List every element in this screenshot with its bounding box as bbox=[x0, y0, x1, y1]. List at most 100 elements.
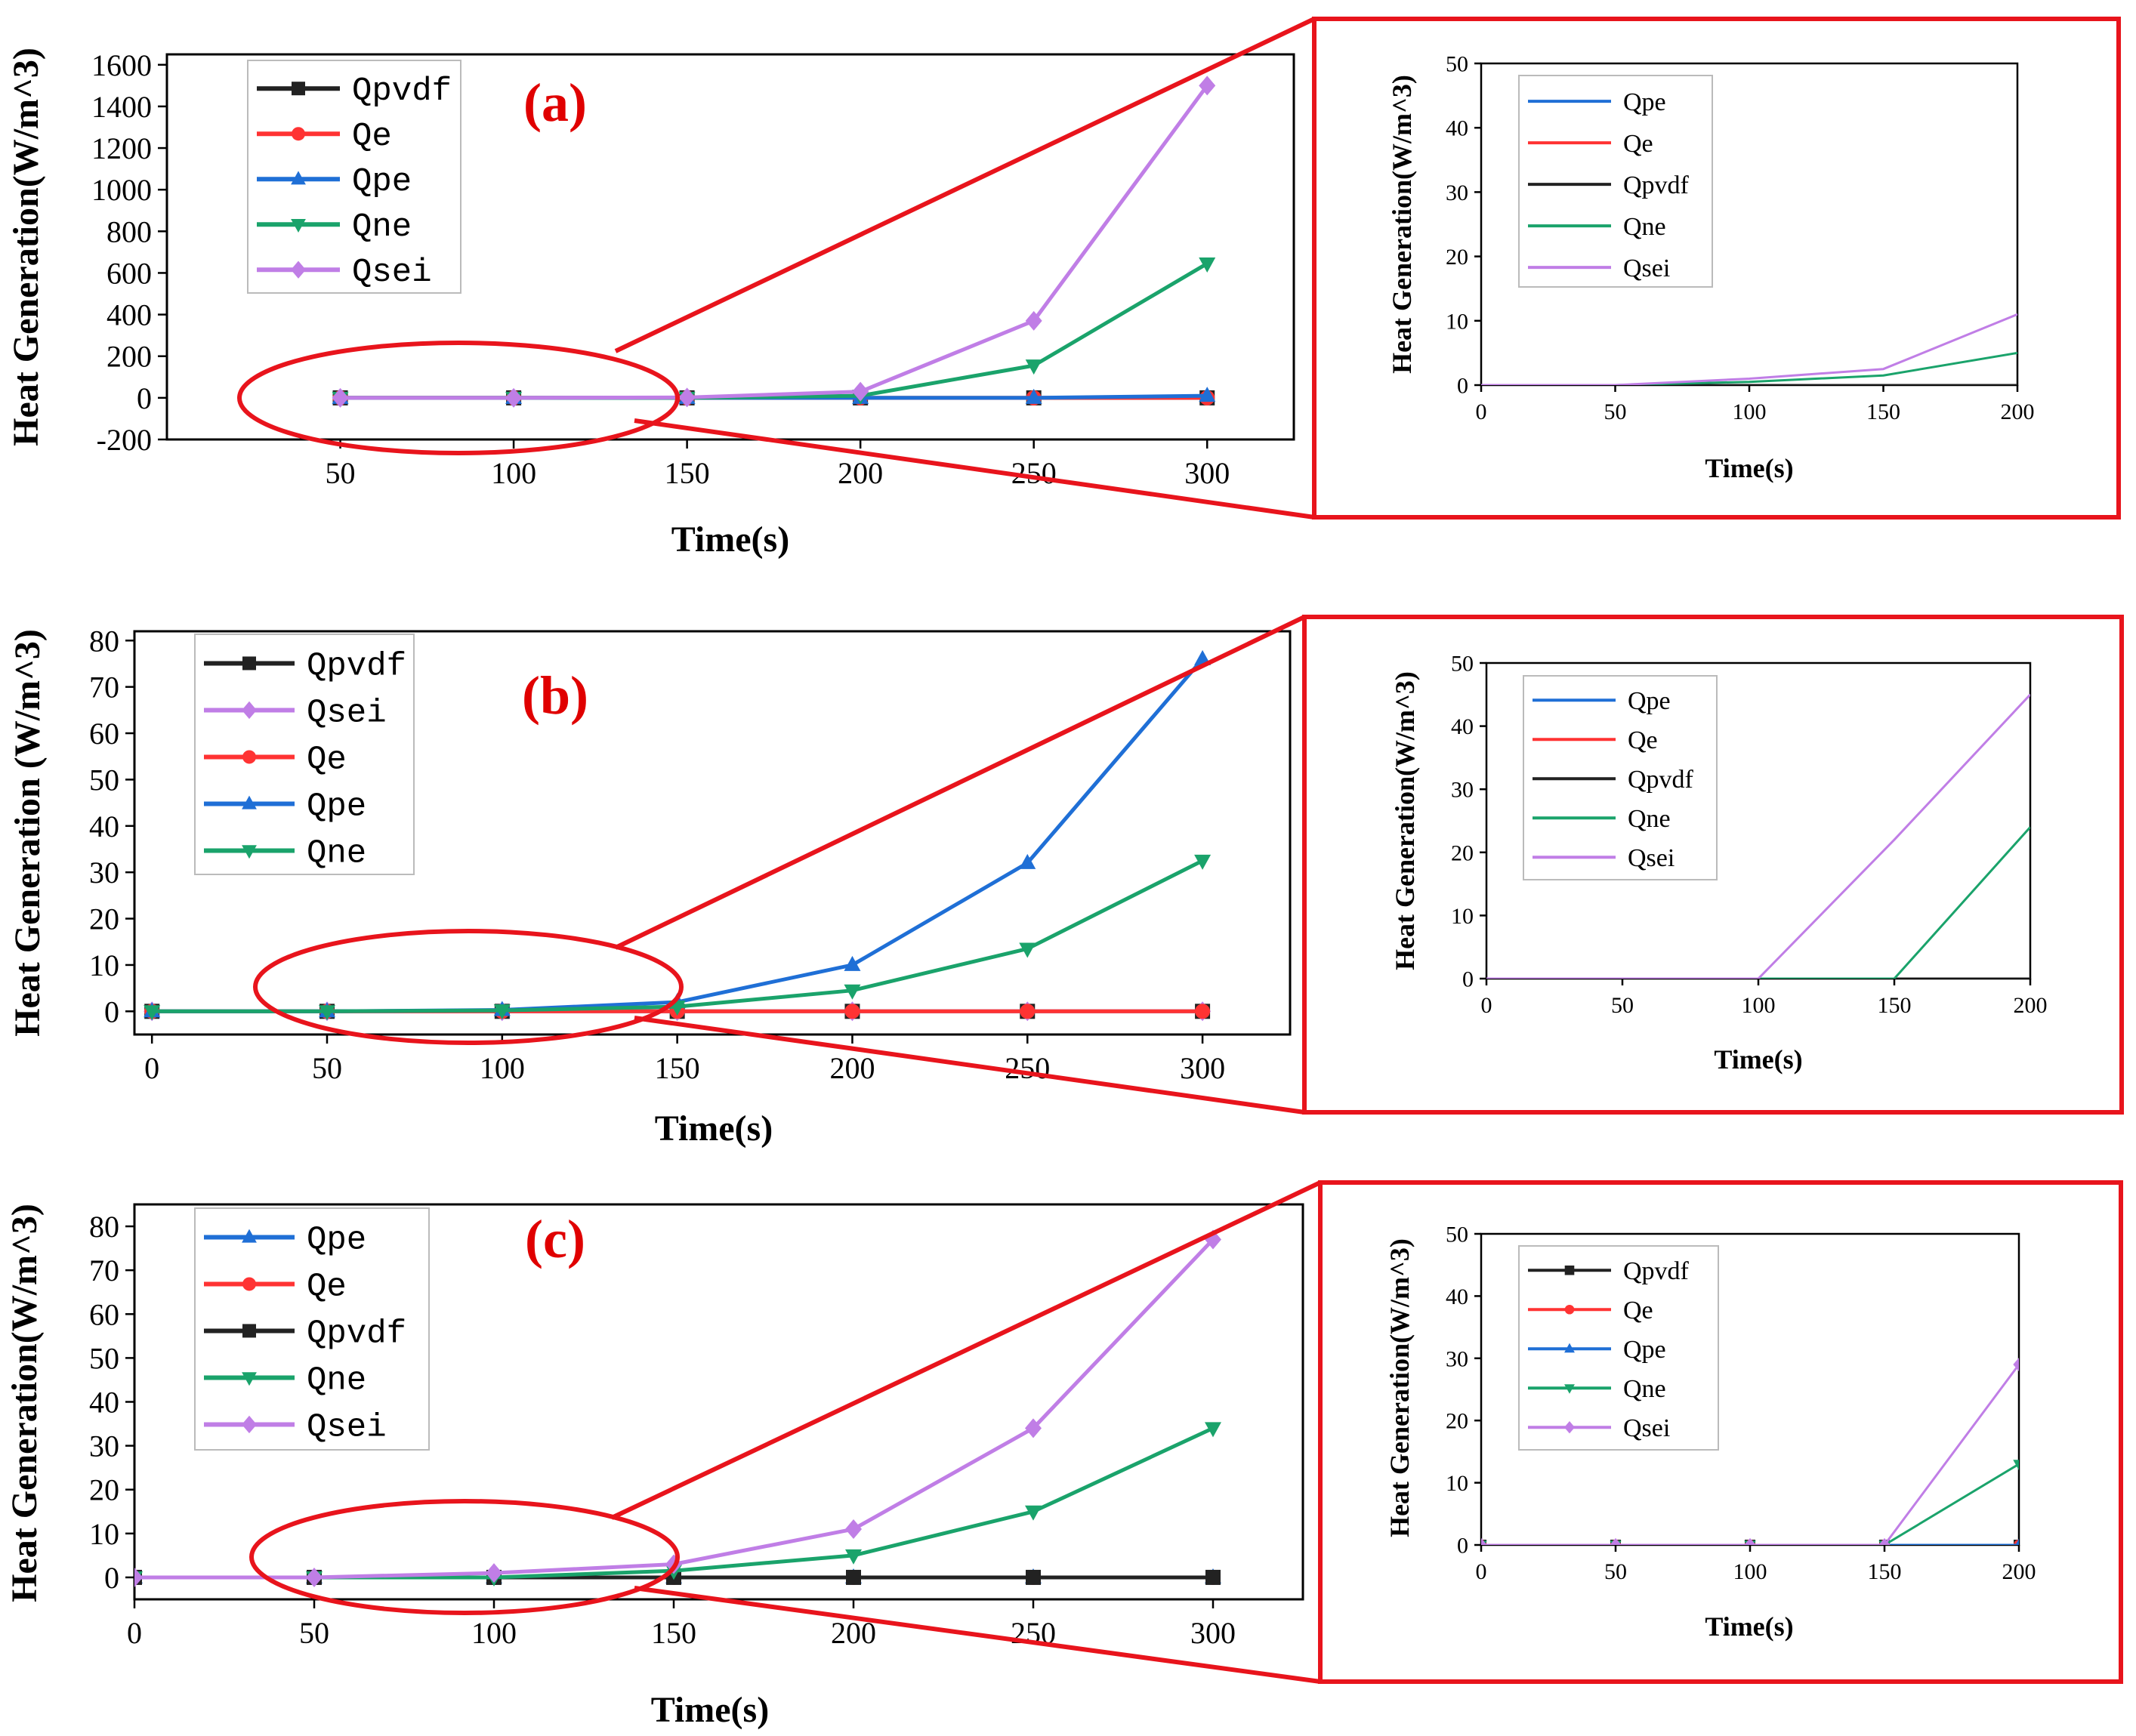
panel-a-point-qne bbox=[1025, 359, 1042, 375]
panel-b-inset-x-axis-title: Time(s) bbox=[1714, 1044, 1802, 1075]
panel-a-point-qne bbox=[1199, 257, 1216, 273]
panel-c-legend-label-qe: Qe bbox=[307, 1268, 347, 1306]
panel-b-plot-frame bbox=[133, 630, 1292, 1036]
panel-a-y-tick-label: 1200 bbox=[91, 131, 152, 165]
panel-b-legend-label-qpvdf: Qpvdf bbox=[307, 647, 406, 685]
panel-a-point-qsei bbox=[1025, 310, 1042, 331]
panel-a-legend-marker-qe bbox=[292, 127, 305, 141]
panel-b-inset-x-tick-label: 0 bbox=[1481, 993, 1492, 1018]
panel-b-inset-legend-label-qsei: Qsei bbox=[1628, 844, 1675, 872]
panel-a-legend-marker-qpvdf bbox=[292, 82, 305, 96]
panel-b-inset-x-tick-label: 200 bbox=[2014, 993, 2048, 1018]
panel-c-x-axis-title: Time(s) bbox=[651, 1690, 769, 1730]
panel-b-inset-series-line-qne bbox=[1486, 826, 2030, 979]
panel-c-zoom-ellipse bbox=[249, 1499, 680, 1615]
panel-b-inset-legend-label-qpvdf: Qpvdf bbox=[1628, 766, 1694, 794]
panel-b-legend-marker-qpe bbox=[242, 795, 257, 809]
panel-a-inset-x-tick-label: 200 bbox=[2001, 399, 2035, 424]
panel-b-legend-marker-qe bbox=[242, 750, 256, 764]
panel-b-y-tick-label: 10 bbox=[89, 948, 119, 982]
panel-a-inset-x-tick-label: 100 bbox=[1733, 399, 1767, 424]
panel-c-inset-legend-marker-qpvdf bbox=[1564, 1265, 1575, 1275]
panel-c-inset-legend-marker-qne bbox=[1564, 1384, 1575, 1394]
panel-a-y-tick-label: 200 bbox=[106, 340, 152, 374]
panel-a-inset-y-tick-label: 20 bbox=[1446, 245, 1468, 270]
panel-a-inset-legend bbox=[1518, 75, 1713, 288]
panel-a-y-tick-label: 1000 bbox=[91, 173, 152, 207]
panel-b-inset-y-tick-label: 10 bbox=[1451, 904, 1474, 929]
panel-c-inset-point-qpe bbox=[2015, 1538, 2019, 1545]
panel-b-legend-marker-qsei bbox=[242, 701, 257, 720]
panel-c-inset-x-tick-label: 100 bbox=[1733, 1559, 1767, 1584]
panel-b-point-qne bbox=[844, 984, 861, 1000]
panel-b-inset-x-tick-label: 150 bbox=[1878, 993, 1912, 1018]
panel-a-inset-x-tick-label: 150 bbox=[1866, 399, 1900, 424]
panel-b-y-tick-label: 30 bbox=[89, 856, 119, 890]
panel-c-legend-label-qpe: Qpe bbox=[307, 1221, 366, 1259]
panel-c-legend-marker-qne bbox=[242, 1372, 257, 1386]
panel-a-y-tick-label: 800 bbox=[106, 214, 152, 248]
panel-a-x-axis-title: Time(s) bbox=[671, 520, 789, 560]
panel-b-point-qne bbox=[144, 1005, 161, 1021]
panel-a-inset-y-tick-label: 10 bbox=[1446, 309, 1468, 334]
panel-c-y-tick-label: 10 bbox=[89, 1517, 119, 1551]
panel-c-x-tick-label: 300 bbox=[1190, 1616, 1236, 1650]
panel-a-inset-y-tick-label: 40 bbox=[1446, 116, 1468, 141]
panel-b-inset-y-tick-label: 0 bbox=[1462, 967, 1474, 992]
panel-c-inset-y-tick-label: 30 bbox=[1446, 1346, 1468, 1371]
panel-b-x-tick-label: 300 bbox=[1180, 1051, 1225, 1085]
panel-c-y-tick-label: 20 bbox=[89, 1473, 119, 1507]
panel-b-point-qe bbox=[844, 1004, 860, 1019]
panel-a-zoom-ellipse bbox=[237, 341, 680, 455]
panel-a-inset-series-line-qne bbox=[1481, 351, 2017, 385]
panel-b-point-qne bbox=[319, 1005, 335, 1021]
panel-c-inset-legend-label-qpe: Qpe bbox=[1623, 1336, 1666, 1364]
panel-b-y-tick-label: 60 bbox=[89, 717, 119, 751]
panel-b-label: (b) bbox=[522, 665, 588, 726]
panel-b-inset-y-tick-label: 30 bbox=[1451, 778, 1474, 803]
panel-b-y-axis-title: Heat Generation (W/m^3) bbox=[8, 629, 48, 1037]
panel-c-inset-y-tick-label: 0 bbox=[1457, 1534, 1468, 1559]
panel-a-legend-label-qne: Qne bbox=[352, 208, 412, 246]
panel-a-series-line-qsei bbox=[340, 84, 1209, 400]
panel-b-zoom-connector-bottom bbox=[634, 1016, 1305, 1115]
panel-a-series-line-qne bbox=[340, 261, 1208, 400]
panel-b-y-tick-label: 50 bbox=[89, 763, 119, 797]
panel-c-inset-point-qsei bbox=[1744, 1537, 1756, 1545]
panel-a-y-tick-label: 0 bbox=[137, 381, 152, 415]
panel-c-inset-legend-label-qe: Qe bbox=[1623, 1297, 1653, 1324]
panel-c-inset-y-tick-label: 50 bbox=[1446, 1223, 1468, 1247]
panel-b-x-tick-label: 150 bbox=[655, 1051, 700, 1085]
panel-c-point-qne bbox=[845, 1549, 862, 1565]
panel-a-point-qsei bbox=[332, 387, 349, 408]
panel-c-inset-y-axis-title: Heat Generation(W/m^3) bbox=[1384, 1238, 1415, 1537]
panel-c-point-qpvdf bbox=[1205, 1569, 1221, 1585]
panel-a-point-qsei bbox=[678, 387, 696, 408]
panel-a-inset-legend-label-qe: Qe bbox=[1623, 130, 1653, 158]
panel-b-legend-label-qe: Qe bbox=[307, 741, 347, 779]
panel-c-point-qsei bbox=[1025, 1418, 1042, 1438]
panel-c-inset-y-tick-label: 20 bbox=[1446, 1409, 1468, 1434]
panel-c-inset-legend-marker-qpe bbox=[1564, 1343, 1575, 1353]
panel-b-legend bbox=[194, 634, 415, 875]
panel-a-plot-frame bbox=[165, 53, 1295, 441]
panel-b-point-qe bbox=[1020, 1004, 1036, 1019]
panel-c-y-tick-label: 40 bbox=[89, 1386, 119, 1420]
panel-c-label: (c) bbox=[525, 1209, 585, 1269]
panel-b-y-tick-label: 80 bbox=[89, 624, 119, 658]
panel-a-legend-marker-qne bbox=[291, 219, 306, 233]
panel-c-y-tick-label: 0 bbox=[104, 1561, 119, 1595]
panel-c-point-qpvdf bbox=[1026, 1569, 1041, 1585]
panel-a-legend-label-qpvdf: Qpvdf bbox=[352, 72, 452, 110]
panel-b-y-tick-label: 0 bbox=[104, 994, 119, 1028]
panel-b-inset-x-tick-label: 100 bbox=[1742, 993, 1776, 1018]
panel-b-legend-marker-qne bbox=[242, 845, 257, 859]
panel-c-legend-marker-qe bbox=[242, 1277, 256, 1291]
panel-a-y-tick-label: 1600 bbox=[91, 48, 152, 82]
panel-c-point-qsei bbox=[486, 1563, 502, 1583]
panel-a-inset-y-tick-label: 0 bbox=[1457, 374, 1468, 399]
panel-c-zoom-connector-top bbox=[610, 1180, 1322, 1520]
